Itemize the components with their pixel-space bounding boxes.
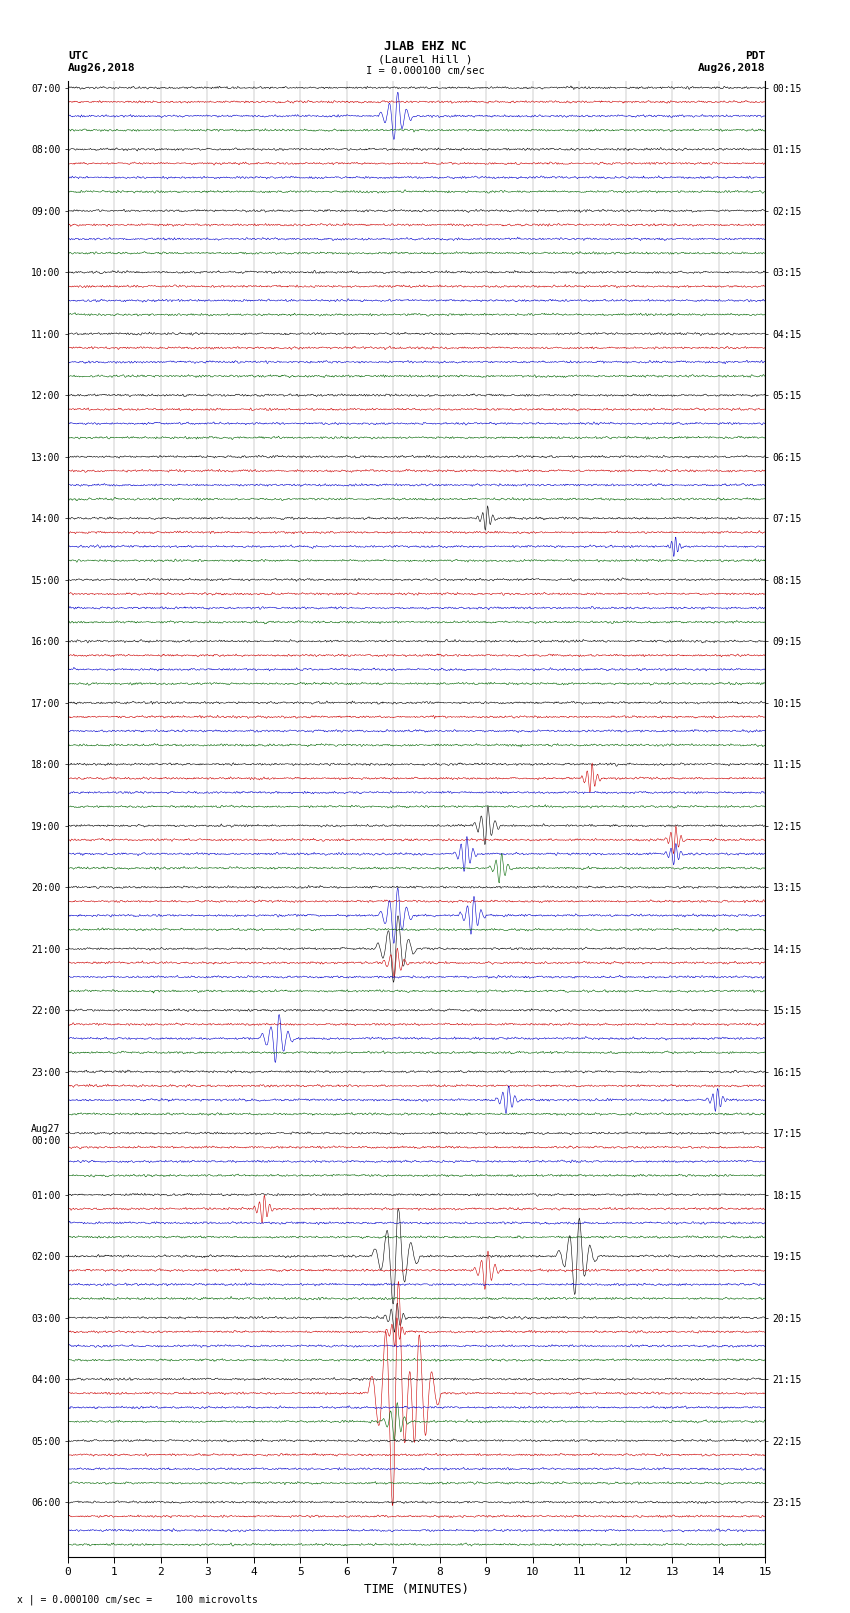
Text: PDT: PDT — [745, 52, 765, 61]
Text: (Laurel Hill ): (Laurel Hill ) — [377, 55, 473, 65]
X-axis label: TIME (MINUTES): TIME (MINUTES) — [364, 1582, 469, 1595]
Text: JLAB EHZ NC: JLAB EHZ NC — [383, 40, 467, 53]
Text: I = 0.000100 cm/sec: I = 0.000100 cm/sec — [366, 66, 484, 76]
Text: x | = 0.000100 cm/sec =    100 microvolts: x | = 0.000100 cm/sec = 100 microvolts — [17, 1594, 258, 1605]
Text: Aug26,2018: Aug26,2018 — [698, 63, 765, 73]
Text: Aug26,2018: Aug26,2018 — [68, 63, 135, 73]
Text: UTC: UTC — [68, 52, 88, 61]
